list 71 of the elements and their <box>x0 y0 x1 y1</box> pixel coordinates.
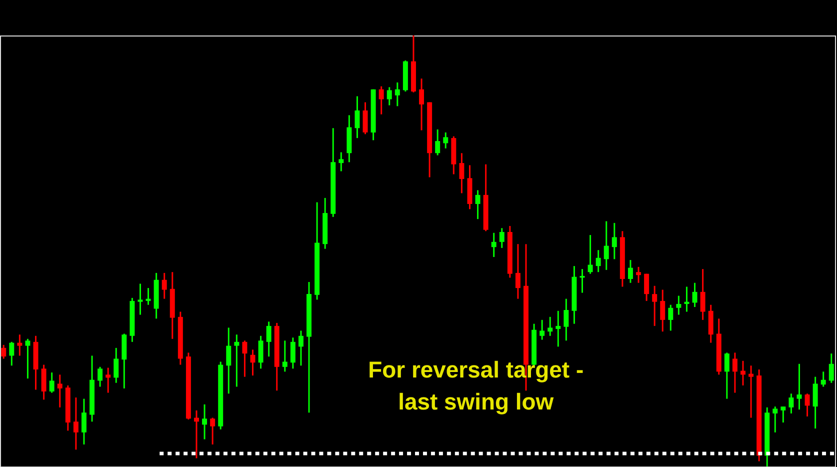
candlestick <box>138 282 143 316</box>
candlestick <box>491 232 496 258</box>
candlestick <box>612 222 617 260</box>
candlestick <box>378 86 384 116</box>
candlestick <box>114 347 119 384</box>
candlestick <box>443 132 448 150</box>
candlestick <box>81 398 86 446</box>
candlestick <box>242 340 248 378</box>
candlestick <box>459 152 464 194</box>
candlestick <box>419 78 424 132</box>
candlestick <box>700 268 706 321</box>
candlestick <box>73 396 78 450</box>
candlestick <box>9 341 14 366</box>
candlestick <box>49 372 54 394</box>
candlestick <box>499 227 504 249</box>
candlestick <box>435 128 440 156</box>
candlestick <box>660 289 666 332</box>
candlestick <box>234 334 240 388</box>
candlestick <box>194 410 199 460</box>
candlestick <box>772 406 778 434</box>
candlestick <box>1 344 6 360</box>
candlestick <box>636 266 642 284</box>
candlestick <box>57 374 62 408</box>
candlestick <box>732 352 738 394</box>
candlestick <box>676 295 682 316</box>
candlestick <box>788 392 794 414</box>
candlestick <box>796 363 802 410</box>
candlestick <box>258 335 264 370</box>
candlestick <box>540 319 545 340</box>
candlestick <box>804 392 810 418</box>
candlestick <box>106 367 111 394</box>
candlestick <box>290 336 296 370</box>
candlestick <box>820 370 826 388</box>
candlestick <box>394 82 400 107</box>
candlestick <box>588 234 593 275</box>
candlestick <box>362 102 368 135</box>
candlestick <box>515 243 520 300</box>
candlestick <box>354 95 360 139</box>
candlestick <box>652 285 658 327</box>
candlestick <box>146 287 151 306</box>
candlestick <box>386 86 392 106</box>
candlestick <box>604 220 609 271</box>
candlestick <box>644 273 650 302</box>
candlestick <box>338 152 344 172</box>
candlestick <box>298 330 304 366</box>
candlestick <box>748 364 754 418</box>
candlestick <box>596 249 601 273</box>
candlestick <box>740 360 746 386</box>
candlestick <box>41 364 46 400</box>
candlestick <box>684 286 690 312</box>
candlestick <box>828 352 834 384</box>
candlestick <box>202 404 208 440</box>
candlestick <box>692 282 698 308</box>
candlestick <box>708 304 714 344</box>
candlestick <box>780 406 786 424</box>
candlestick <box>812 376 818 430</box>
candlestick <box>282 340 288 372</box>
candlestick <box>210 416 216 446</box>
candlestick <box>98 366 103 388</box>
candlestick <box>266 320 272 358</box>
candlestick <box>475 189 480 220</box>
candlestick <box>548 316 553 337</box>
candlestick <box>226 326 232 394</box>
candlestick <box>162 272 167 300</box>
candlestick <box>556 310 561 348</box>
candlestick <box>668 304 674 332</box>
candlestick <box>17 334 22 356</box>
candlestick <box>724 352 730 400</box>
candlestick <box>25 338 30 380</box>
candlestick <box>628 259 633 284</box>
candlestick <box>564 298 569 342</box>
